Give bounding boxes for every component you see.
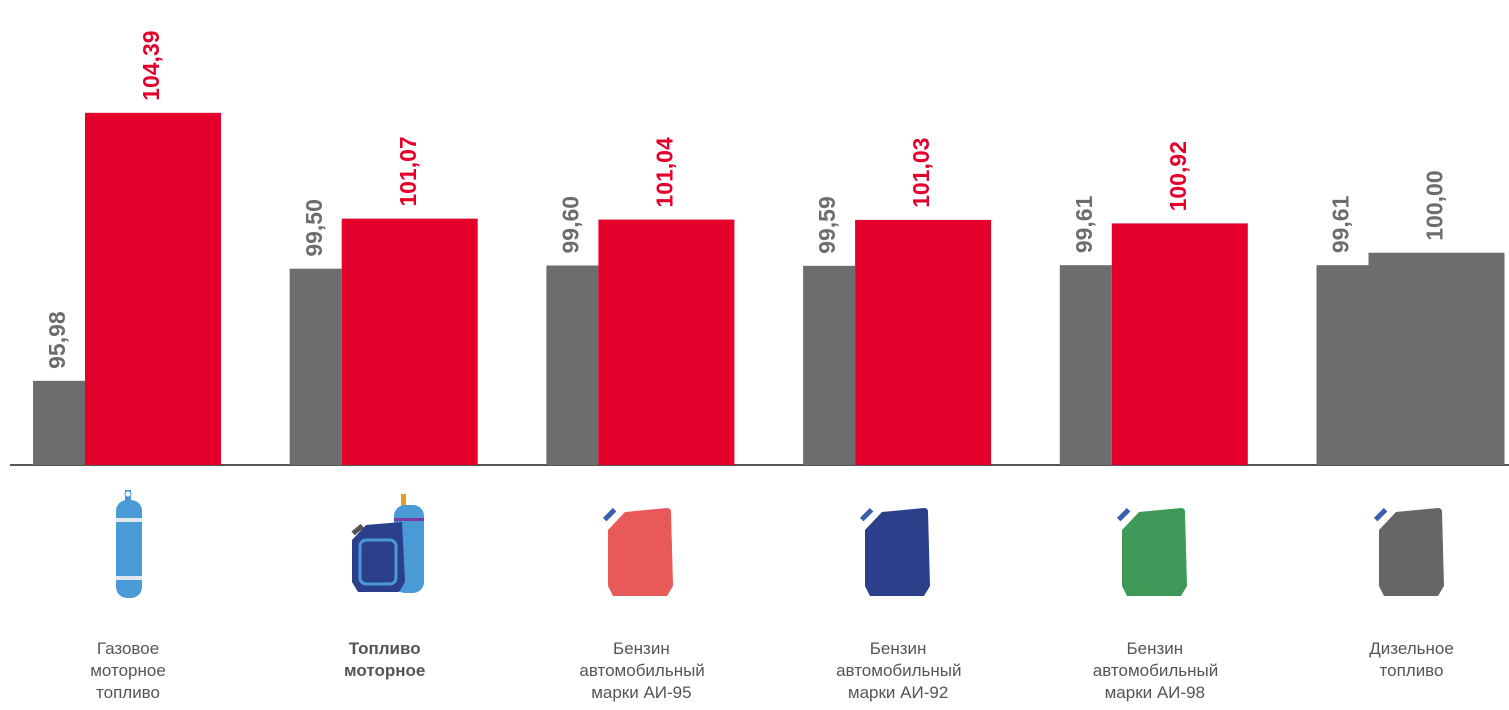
value-label: 99,61: [1328, 195, 1354, 253]
value-label: 95,98: [44, 311, 70, 369]
bar: [1059, 265, 1112, 465]
bar: [1316, 265, 1369, 465]
category-label: Бензин автомобильный марки АИ-95: [579, 639, 705, 702]
bar: [289, 268, 342, 465]
bar: [341, 218, 478, 465]
category-label: Бензин автомобильный марки АИ-98: [1092, 639, 1219, 702]
icon-canister: [602, 507, 673, 596]
icon-canister: [859, 507, 930, 596]
icon-cylinder: [116, 490, 142, 598]
bar: [598, 219, 735, 465]
value-label: 99,61: [1071, 195, 1097, 253]
bar: [1111, 223, 1248, 465]
value-label: 101,03: [908, 138, 934, 208]
value-label: 99,59: [814, 196, 840, 254]
value-label: 104,39: [138, 30, 164, 100]
category-label: Топливо моторное: [344, 639, 426, 680]
bar: [85, 112, 221, 465]
icon-canister: [1373, 507, 1444, 596]
bar: [803, 265, 856, 465]
bar: [546, 265, 599, 465]
icon-combo: [351, 494, 424, 593]
category-label: Газовое моторное топливо: [90, 639, 166, 702]
value-label: 99,50: [301, 199, 327, 257]
chart: 95,98 104,39 99,50 101,07 99,60 101,04 99,59 10…: [10, 30, 1509, 598]
value-label: 99,60: [557, 196, 583, 254]
bar: [33, 380, 85, 465]
value-label: 100,92: [1165, 141, 1191, 211]
value-label: 101,04: [651, 137, 677, 208]
value-label: 100,00: [1422, 170, 1448, 240]
value-label: 101,07: [395, 136, 421, 206]
bar: [1368, 252, 1505, 465]
bar: [855, 219, 992, 465]
icon-canister: [1116, 507, 1187, 596]
category-label: Бензин автомобильный марки АИ-92: [836, 639, 962, 702]
category-label: Дизельное топливо: [1369, 639, 1454, 680]
